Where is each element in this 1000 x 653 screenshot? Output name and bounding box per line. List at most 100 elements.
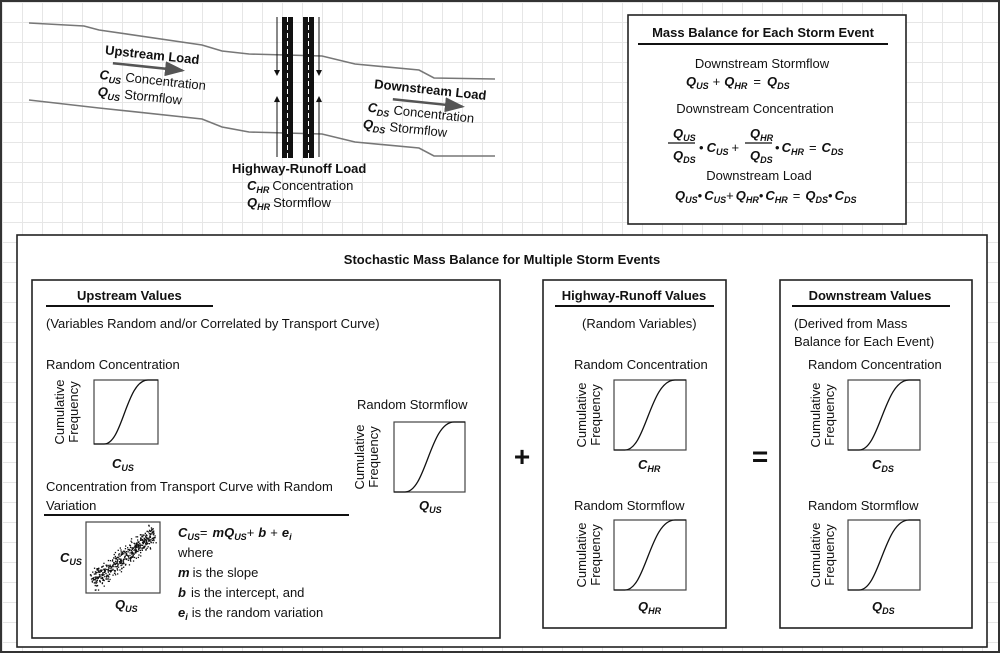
scatter-point (148, 525, 150, 527)
scatter-point (137, 541, 139, 543)
scatter-point (112, 559, 114, 561)
scatter-point (145, 536, 147, 539)
scatter-point (108, 565, 110, 567)
scatter-point (101, 582, 103, 585)
scatter-point (153, 538, 155, 540)
scatter-point (149, 533, 152, 536)
scatter-point (146, 538, 148, 540)
scatter-point (139, 549, 141, 552)
svg-text:QDS: QDS (750, 148, 773, 165)
scatter-point (100, 569, 103, 571)
scatter-point (95, 576, 97, 578)
transport-curve-scatter-plot (85, 521, 161, 594)
scatter-point (104, 576, 106, 578)
highway-values-title: Highway-Runoff Values (562, 288, 706, 303)
scatter-point (103, 569, 105, 571)
svg-text:QUS: QUS (419, 498, 442, 515)
scatter-point (137, 548, 140, 550)
scatter-point (144, 532, 146, 534)
scatter-point (142, 540, 144, 542)
scatter-point (148, 533, 150, 535)
scatter-point (137, 545, 140, 547)
scatter-point (114, 574, 117, 576)
scatter-point (100, 577, 102, 580)
scatter-point (91, 580, 93, 582)
scatter-point (106, 574, 108, 576)
scatter-point (125, 558, 128, 561)
y-axis-label: Frequency (588, 524, 603, 586)
scatter-point (131, 553, 133, 555)
highway-values-subtitle: (Random Variables) (582, 316, 697, 331)
scatter-point (153, 536, 155, 539)
where-label: where (177, 545, 213, 560)
svg-text:QDS: QDS (673, 148, 696, 165)
scatter-point (95, 577, 98, 579)
scatter-point (91, 577, 94, 580)
scatter-point (152, 534, 155, 536)
scatter-point (149, 536, 151, 538)
scatter-point (99, 571, 101, 573)
scatter-point (133, 556, 136, 559)
scatter-point (114, 572, 116, 574)
scatter-point (124, 564, 127, 566)
scatter-point (129, 552, 131, 554)
scatter-point (147, 538, 149, 540)
scatter-point (116, 569, 119, 571)
scatter-point (153, 532, 155, 534)
scatter-point (96, 569, 98, 571)
scatter-point (122, 561, 124, 563)
scatter-point (120, 562, 122, 564)
scatter-point (102, 573, 104, 575)
scatter-point (151, 533, 153, 535)
scatter-point (101, 577, 104, 579)
scatter-point (151, 538, 153, 540)
scatter-point (93, 573, 95, 575)
scatter-point (150, 539, 152, 541)
scatter-point (121, 552, 123, 554)
scatter-point (140, 538, 142, 540)
scatter-point (125, 551, 128, 553)
scatter-point (153, 539, 155, 541)
scatter-point (109, 565, 111, 567)
scatter-point (105, 564, 107, 566)
scatter-point (145, 549, 147, 551)
scatter-point (142, 546, 144, 549)
scatter-point (98, 576, 100, 578)
scatter-point (116, 558, 118, 560)
scatter-point (127, 547, 129, 549)
scatter-point (95, 580, 97, 582)
scatter-point (107, 580, 109, 582)
scatter-point (113, 563, 115, 566)
scatter-point (116, 562, 118, 564)
scatter-point (114, 557, 116, 559)
highway-road (274, 17, 322, 158)
scatter-point (131, 555, 133, 558)
scatter-point (99, 569, 101, 571)
scatter-point (100, 574, 102, 576)
scatter-point (110, 567, 112, 569)
svg-text:•CHR=CDS: • CHR = CDS (775, 140, 843, 157)
scatter-point (104, 571, 106, 573)
scatter-point (125, 553, 128, 555)
scatter-point (114, 570, 116, 572)
scatter-point (93, 582, 95, 584)
river-schematic: Upstream Load CUS Concentration QUS Stormf… (28, 17, 496, 212)
scatter-point (112, 574, 114, 576)
svg-text:QHR: QHR (638, 599, 662, 616)
downstream-values-subtitle-cont: Balance for Each Event) (794, 334, 934, 349)
downstream-random-concentration-label: Random Concentration (808, 357, 942, 372)
downstream-load-label: Downstream Load CDS Concentration QDS Stor… (362, 76, 487, 142)
scatter-point (103, 562, 105, 564)
highway-concentration-cdf-curve (614, 379, 686, 451)
mass-balance-panel: Mass Balance for Each Storm Event Downst… (627, 14, 907, 225)
scatter-point (124, 548, 127, 550)
svg-text:CUS: CUS (112, 456, 134, 473)
scatter-point (95, 582, 97, 585)
concentration-equation: QUS QDS • CUS + QHR QDS • CHR = CDS (668, 126, 843, 165)
scatter-point (129, 558, 132, 560)
scatter-point (102, 579, 104, 581)
scatter-point (116, 568, 118, 570)
scatter-point (122, 559, 125, 561)
scatter-point (150, 541, 152, 544)
